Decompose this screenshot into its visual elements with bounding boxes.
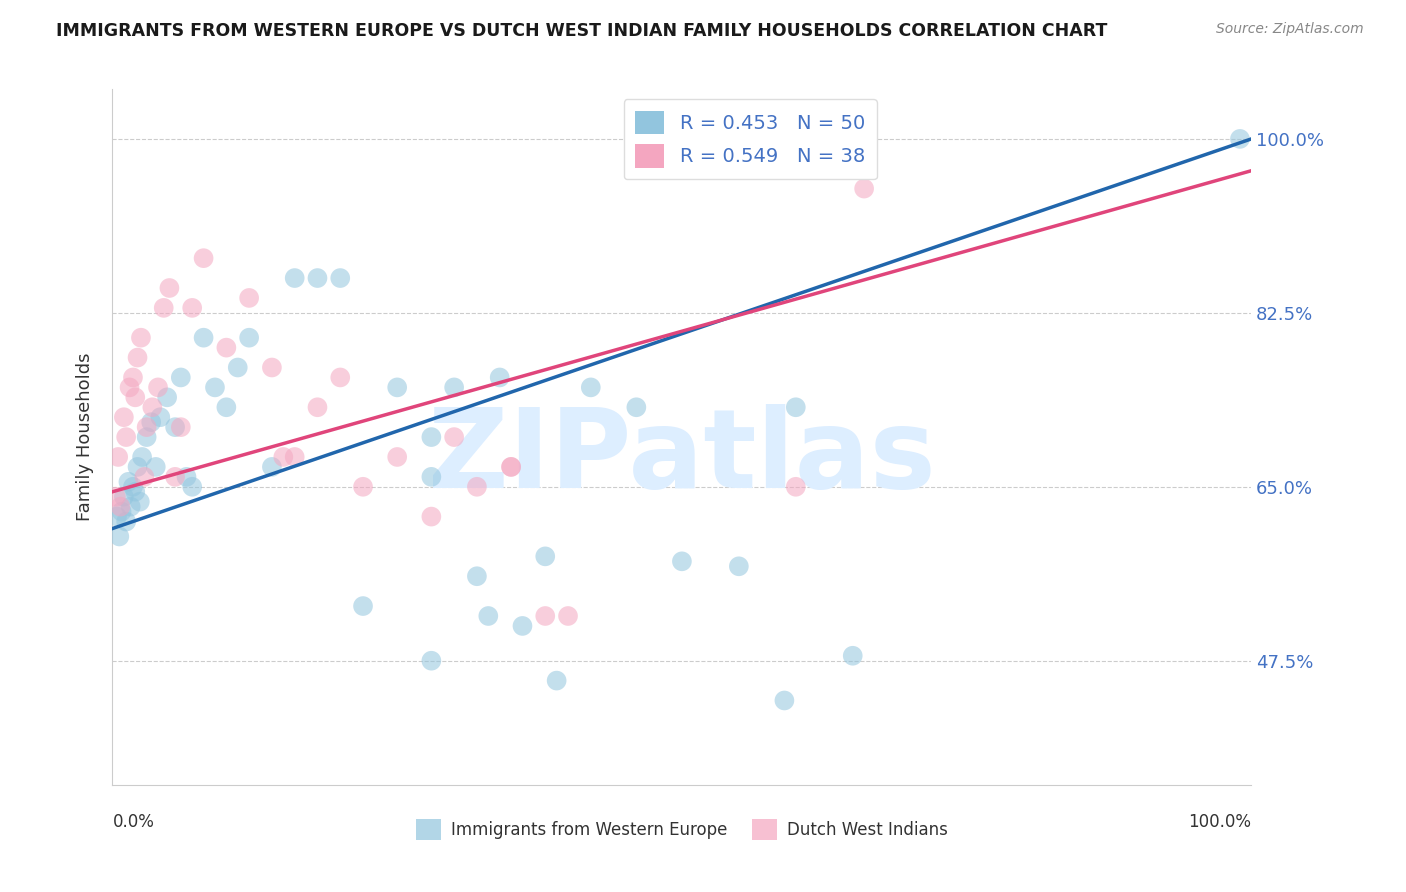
Point [115, 430, 138, 444]
Point [204, 380, 226, 394]
Point [141, 401, 163, 415]
Point [841, 648, 863, 663]
Point [124, 484, 146, 499]
Point [385, 450, 409, 464]
Point [1229, 132, 1251, 146]
Text: Source: ZipAtlas.com: Source: ZipAtlas.com [1216, 22, 1364, 37]
Point [115, 515, 138, 529]
Point [118, 380, 141, 394]
Point [773, 693, 796, 707]
Text: ZIPatlas: ZIPatlas [427, 404, 936, 511]
Point [534, 609, 557, 624]
Point [785, 480, 807, 494]
Text: IMMIGRANTS FROM WESTERN EUROPE VS DUTCH WEST INDIAN FAMILY HOUSEHOLDS CORRELATIO: IMMIGRANTS FROM WESTERN EUROPE VS DUTCH … [56, 22, 1108, 40]
Point [112, 410, 135, 425]
Point [284, 450, 307, 464]
Point [165, 470, 187, 484]
Point [176, 470, 198, 484]
Point [131, 450, 153, 464]
Point [141, 415, 163, 429]
Point [671, 554, 693, 568]
Point [124, 390, 146, 404]
Point [226, 360, 249, 375]
Point [110, 500, 132, 514]
Point [557, 609, 579, 624]
Point [352, 599, 374, 613]
Point [352, 480, 374, 494]
Point [122, 480, 145, 494]
Point [170, 370, 193, 384]
Point [135, 430, 157, 444]
Point [104, 490, 127, 504]
Point [465, 569, 488, 583]
Point [443, 380, 465, 394]
Point [853, 181, 876, 195]
Point [728, 559, 751, 574]
Text: 0.0%: 0.0% [112, 813, 155, 830]
Point [149, 410, 172, 425]
Point [134, 470, 156, 484]
Point [181, 301, 204, 315]
Point [307, 401, 329, 415]
Point [501, 459, 523, 474]
Point [122, 370, 145, 384]
Point [501, 459, 523, 474]
Point [127, 351, 149, 365]
Point [329, 271, 352, 285]
Point [260, 459, 283, 474]
Point [110, 505, 132, 519]
Point [193, 251, 215, 265]
Point [477, 609, 499, 624]
Point [238, 331, 260, 345]
Point [120, 500, 142, 514]
Point [420, 654, 443, 668]
Point [307, 271, 329, 285]
Point [152, 301, 174, 315]
Text: 100.0%: 100.0% [1188, 813, 1251, 830]
Point [165, 420, 187, 434]
Point [193, 331, 215, 345]
Point [146, 380, 169, 394]
Point [128, 494, 150, 508]
Legend: Immigrants from Western Europe, Dutch West Indians: Immigrants from Western Europe, Dutch We… [409, 813, 955, 847]
Point [420, 470, 443, 484]
Point [117, 475, 139, 489]
Point [420, 509, 443, 524]
Point [626, 401, 648, 415]
Point [284, 271, 307, 285]
Point [112, 490, 135, 504]
Point [181, 480, 204, 494]
Point [156, 390, 179, 404]
Point [260, 360, 283, 375]
Y-axis label: Family Households: Family Households [76, 353, 94, 521]
Point [443, 430, 465, 444]
Point [159, 281, 180, 295]
Point [465, 480, 488, 494]
Point [785, 401, 807, 415]
Point [127, 459, 149, 474]
Point [108, 529, 131, 543]
Point [385, 380, 409, 394]
Point [215, 341, 238, 355]
Point [534, 549, 557, 564]
Point [238, 291, 260, 305]
Point [105, 509, 128, 524]
Point [420, 430, 443, 444]
Point [135, 420, 157, 434]
Point [215, 401, 238, 415]
Point [546, 673, 568, 688]
Point [329, 370, 352, 384]
Point [145, 459, 167, 474]
Point [271, 450, 295, 464]
Point [488, 370, 510, 384]
Point [129, 331, 152, 345]
Point [107, 450, 129, 464]
Point [512, 619, 534, 633]
Point [170, 420, 193, 434]
Point [579, 380, 602, 394]
